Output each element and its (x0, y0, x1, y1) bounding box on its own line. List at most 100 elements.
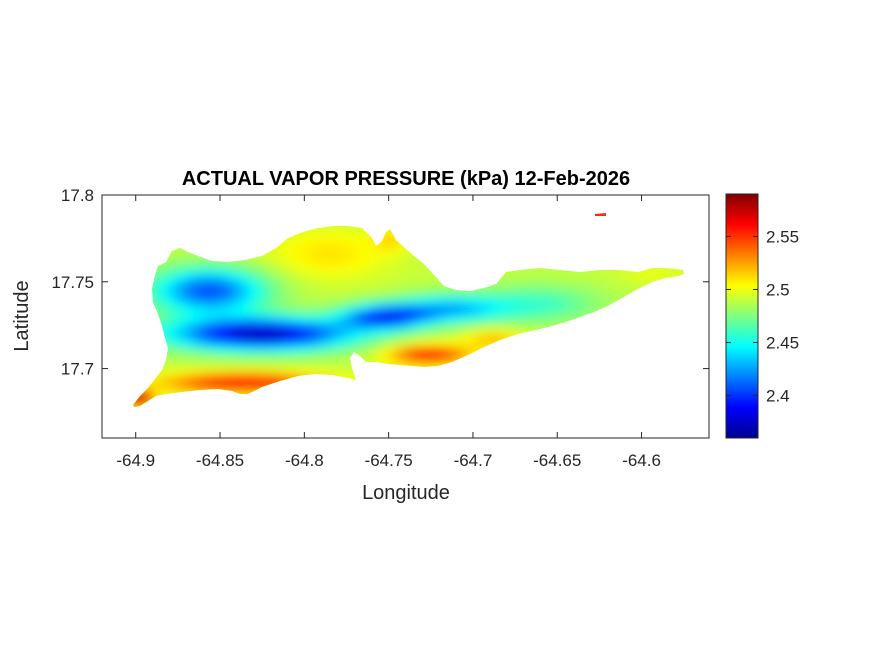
field-cell (424, 382, 432, 390)
field-cell (364, 286, 372, 294)
field-cell (274, 280, 282, 288)
field-cell (370, 268, 378, 276)
field-cell (340, 292, 348, 300)
field-cell (178, 370, 186, 378)
field-cell (166, 376, 174, 384)
field-cell (664, 358, 672, 366)
field-cell (652, 364, 660, 372)
field-cell (436, 316, 444, 324)
field-cell (262, 226, 270, 234)
field-cell (544, 214, 552, 222)
field-cell (220, 226, 228, 228)
field-cell (640, 256, 648, 264)
field-cell (133, 328, 138, 336)
field-cell (556, 226, 564, 228)
field-cell (286, 340, 294, 348)
field-cell (652, 214, 660, 222)
field-cell (196, 304, 204, 312)
field-cell (292, 358, 300, 366)
field-cell (148, 310, 156, 318)
field-cell (424, 268, 432, 276)
field-cell (280, 292, 288, 300)
field-cell (196, 286, 204, 294)
field-cell (196, 274, 204, 282)
field-cell (256, 280, 264, 288)
field-cell (586, 412, 594, 420)
field-cell (274, 394, 282, 402)
field-cell (424, 406, 432, 407)
field-cell (142, 346, 150, 354)
field-cell (316, 286, 324, 294)
field-cell (676, 250, 684, 258)
field-cell (616, 244, 624, 252)
field-cell (568, 358, 576, 366)
field-cell (616, 352, 624, 360)
field-cell (160, 238, 168, 246)
field-cell (316, 334, 324, 342)
field-cell (274, 406, 282, 407)
field-cell (388, 244, 396, 252)
field-cell (346, 322, 354, 330)
field-cell (682, 280, 684, 288)
field-cell (664, 394, 672, 402)
field-cell (430, 226, 438, 234)
field-cell (586, 298, 594, 306)
field-cell (442, 412, 450, 420)
field-cell (178, 214, 186, 222)
field-cell (676, 406, 684, 407)
field-cell (274, 376, 282, 384)
field-cell (382, 340, 390, 348)
field-cell (514, 244, 522, 252)
field-cell (160, 298, 168, 306)
field-cell (610, 328, 618, 336)
field-cell (334, 268, 342, 276)
field-cell (544, 256, 552, 264)
field-cell (670, 310, 678, 318)
field-cell (196, 316, 204, 324)
field-cell (346, 286, 354, 294)
field-cell (586, 268, 594, 276)
field-cell (424, 232, 432, 240)
field-cell (640, 400, 648, 407)
field-cell (196, 406, 204, 407)
field-cell (334, 388, 342, 396)
field-cell (526, 304, 534, 312)
field-cell (190, 310, 198, 318)
field-cell (364, 244, 372, 252)
field-cell (472, 400, 480, 407)
field-cell (514, 376, 522, 384)
field-cell (628, 238, 636, 246)
field-cell (610, 238, 618, 246)
field-cell (238, 292, 246, 300)
field-cell (340, 346, 348, 354)
field-cell (226, 238, 234, 246)
field-cell (436, 376, 444, 384)
field-cell (214, 268, 222, 276)
field-cell (418, 352, 426, 360)
field-cell (676, 304, 684, 312)
field-cell (172, 238, 180, 246)
field-cell (376, 268, 384, 276)
y-axis-label: Latitude (11, 280, 33, 351)
field-cell (394, 310, 402, 318)
field-cell (652, 256, 660, 264)
field-cell (688, 358, 696, 366)
field-cell (418, 304, 426, 312)
field-cell (574, 358, 582, 366)
field-cell (682, 298, 684, 306)
field-cell (292, 316, 300, 324)
field-cell (244, 358, 252, 366)
field-cell (604, 304, 612, 312)
field-cell (424, 304, 432, 312)
field-cell (160, 328, 168, 336)
field-cell (418, 370, 426, 378)
field-cell (148, 226, 156, 228)
field-cell (550, 262, 558, 270)
field-cell (532, 250, 540, 258)
field-cell (532, 340, 540, 348)
field-cell (382, 244, 390, 252)
field-cell (358, 256, 366, 264)
field-cell (640, 370, 648, 378)
field-cell (298, 298, 306, 306)
field-cell (622, 286, 630, 294)
